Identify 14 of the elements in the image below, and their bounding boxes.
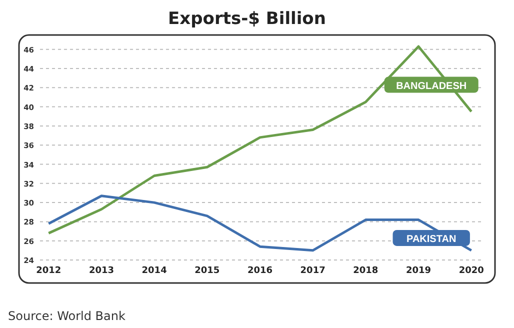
x-tick-label: 2020	[458, 266, 484, 276]
x-tick-label: 2015	[194, 266, 220, 276]
chart-title: Exports-$ Billion	[168, 9, 326, 29]
x-tick-label: 2012	[36, 266, 62, 276]
x-tick-label: 2017	[300, 266, 326, 276]
x-tick-label: 2013	[88, 266, 114, 276]
line-series	[47, 194, 473, 252]
x-tick-label: 2016	[247, 266, 273, 276]
series-label: BANGLADESH	[396, 80, 467, 92]
series-label: PAKISTAN	[406, 234, 456, 245]
x-tick-label: 2014	[142, 266, 167, 276]
x-tick-label: 2019	[406, 266, 432, 276]
x-tick-label: 2018	[353, 266, 378, 276]
source-note: Source: World Bank	[8, 309, 126, 323]
